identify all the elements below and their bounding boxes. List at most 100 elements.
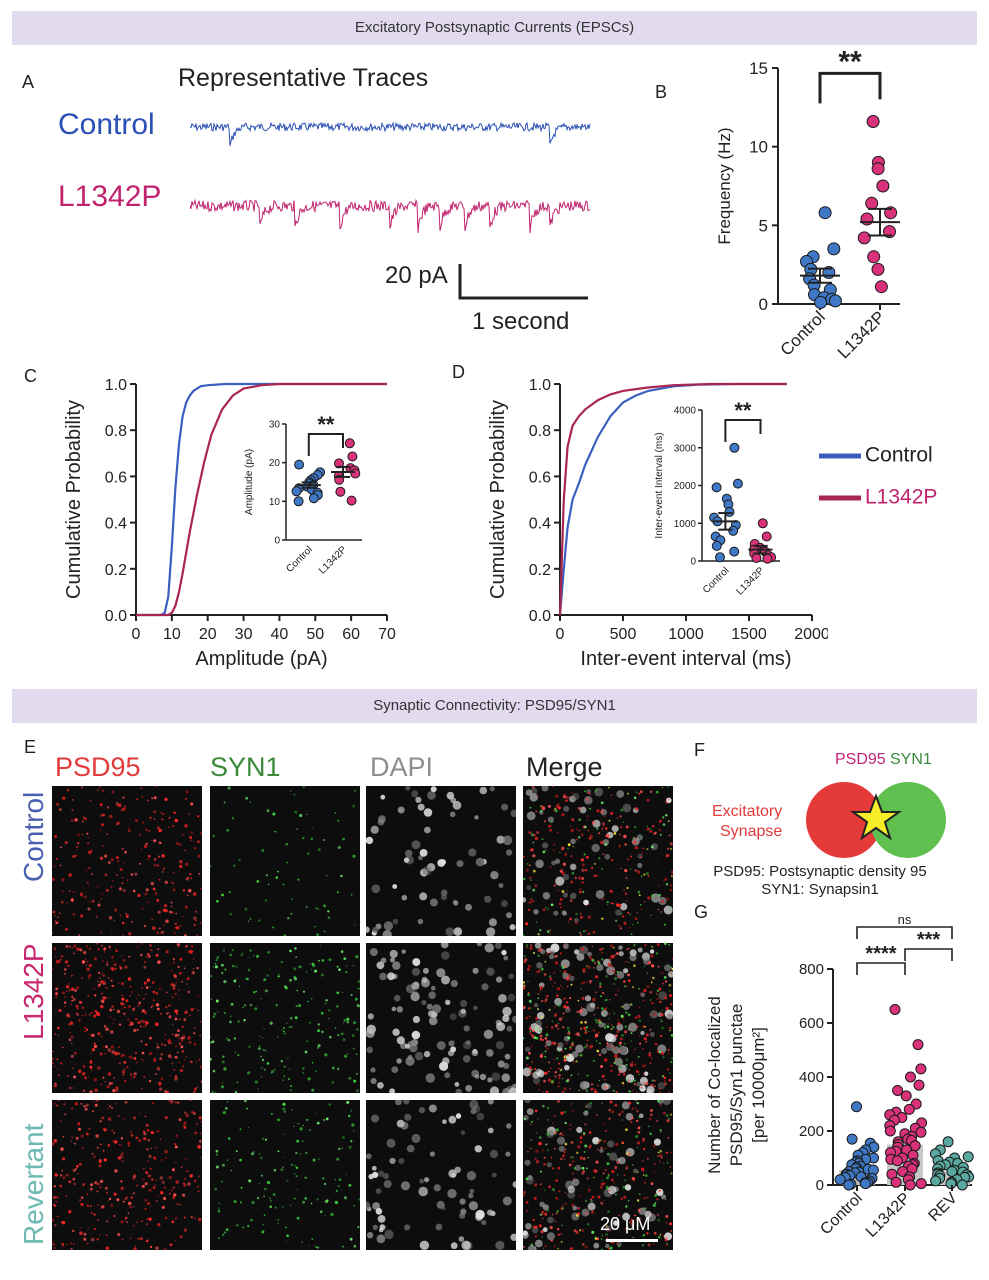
d-inset-point-control xyxy=(711,540,722,551)
g-x-tick-label: Control xyxy=(817,1190,865,1238)
g-point-l1342p xyxy=(884,1125,896,1137)
b-x-tick-label: L1342P xyxy=(834,307,889,362)
b-y-label: Frequency (Hz) xyxy=(715,127,734,244)
d-inset-point-control xyxy=(715,552,725,563)
b-point-l1342p xyxy=(876,179,890,193)
c-x-tick-label: 0 xyxy=(132,626,141,643)
d-inset-y-label: Inter-event Interval (ms) xyxy=(654,432,665,538)
d-inset-point-control xyxy=(729,546,740,557)
panel-label-c: C xyxy=(24,366,37,386)
c-inset-x-tick-label: Control xyxy=(284,544,315,575)
venn-synapse-label-2: Synapse xyxy=(720,823,782,840)
g-y-tick-label: 0 xyxy=(816,1177,824,1194)
g-sig-bracket xyxy=(904,948,953,961)
g-point-rev xyxy=(930,1175,942,1187)
c-y-tick-label: 0.4 xyxy=(105,516,127,533)
panel-label-g: G xyxy=(694,902,709,922)
b-point-l1342p xyxy=(874,280,888,294)
d-inset-point-control xyxy=(728,525,739,536)
b-sig-label: ** xyxy=(838,50,862,78)
g-point-l1342p xyxy=(892,1155,903,1167)
d-x-tick-label: 2000 xyxy=(794,626,828,643)
d-inset-point-control xyxy=(732,478,743,489)
trace-label-l1342p: L1342P xyxy=(58,180,162,213)
legend: Control L1342P xyxy=(819,444,937,509)
row-label-l1342p: L1342P xyxy=(18,943,49,1040)
g-point-control xyxy=(851,1101,862,1113)
venn-syn1-circle xyxy=(870,782,946,858)
c-inset-mean-sem-control xyxy=(296,481,321,489)
b-mean-sem-l1342p xyxy=(860,207,900,237)
c-inset-point-control xyxy=(291,486,302,497)
g-point-l1342p xyxy=(915,1178,927,1190)
b-y-tick-label: 15 xyxy=(749,59,768,78)
d-inset-y-tick-label: 2000 xyxy=(674,481,697,492)
chart-d: 0.00.20.40.60.81.00 500 1000 1500 2000Inter-… xyxy=(488,377,828,670)
d-y-tick-label: 0.6 xyxy=(529,469,551,486)
channel-merge: Merge xyxy=(526,752,603,782)
d-inset-point-l1342p xyxy=(762,553,773,564)
trace-label-control: Control xyxy=(58,108,155,141)
micrograph-control-merge xyxy=(520,784,674,937)
c-inset-y-tick-label: 10 xyxy=(269,497,281,508)
g-sig-label: **** xyxy=(865,943,896,965)
legend-label-l1342p: L1342P xyxy=(865,486,937,509)
g-point-control xyxy=(859,1178,871,1190)
b-point-l1342p xyxy=(866,115,880,128)
chart-c: 0.0 0.2 0.4 0.6 0.8 1.0 0 10 20 30 40 50 60 70 Amplitu… xyxy=(63,377,396,670)
b-mean-sem-control xyxy=(800,267,840,284)
micrograph-revertant-psd95 xyxy=(50,1098,203,1252)
legend-label-control: Control xyxy=(865,444,933,467)
c-x-tick-label: 30 xyxy=(235,626,253,643)
g-point-l1342p xyxy=(904,1179,916,1191)
g-y-tick-label: 200 xyxy=(799,1123,824,1140)
scale-bar xyxy=(458,264,588,300)
g-point-l1342p xyxy=(905,1071,916,1083)
g-point-l1342p xyxy=(903,1103,915,1115)
g-point-control xyxy=(843,1179,855,1191)
c-inset-sig-bracket xyxy=(307,433,344,456)
d-x-tick-label: 0 xyxy=(556,626,565,643)
c-x-tick-label: 60 xyxy=(342,626,360,643)
d-inset-mean-sem-control xyxy=(713,512,738,531)
row-label-revertant: Revertant xyxy=(18,1123,49,1245)
channel-dapi: DAPI xyxy=(370,752,434,782)
micrograph-control-psd95 xyxy=(51,785,203,937)
g-y-tick-label: 600 xyxy=(799,1015,824,1032)
b-point-l1342p xyxy=(857,231,871,245)
d-y-tick-label: 0.4 xyxy=(529,516,551,533)
d-line-l1342p xyxy=(558,382,787,616)
panel-label-e: E xyxy=(24,737,37,757)
c-y-label: Cumulative Probability xyxy=(63,400,85,599)
trace-l1342p xyxy=(190,198,591,234)
c-inset-point-control xyxy=(293,496,304,507)
micrograph-control-dapi xyxy=(363,785,519,940)
b-point-control xyxy=(814,295,828,309)
g-point-l1342p xyxy=(913,1079,925,1091)
b-point-l1342p xyxy=(865,196,879,210)
d-inset-point-control xyxy=(711,482,722,493)
g-point-l1342p xyxy=(915,1063,927,1075)
micrograph-revertant-merge xyxy=(521,1096,673,1254)
g-sig-bracket xyxy=(856,962,906,975)
banner-synaptic: Synaptic Connectivity: PSD95/SYN1 xyxy=(12,689,977,723)
b-sig-bracket xyxy=(818,71,882,104)
c-x-tick-label: 20 xyxy=(199,626,217,643)
traces-title: Representative Traces xyxy=(178,64,429,92)
panel-label-d: D xyxy=(452,362,465,382)
g-y-tick-label: 400 xyxy=(799,1069,824,1086)
d-y-tick-label: 0.2 xyxy=(529,562,551,579)
panel-label-b: B xyxy=(655,82,668,102)
venn-synapse-label-1: Excitatory xyxy=(712,803,782,820)
c-inset-y-tick-label: 20 xyxy=(269,458,281,469)
g-y-label-line: [per 10000μm²] xyxy=(749,1027,768,1143)
micrograph-l1342p-merge xyxy=(522,942,675,1096)
g-point-rev xyxy=(946,1166,958,1177)
micro-scale-bar xyxy=(606,1239,658,1242)
c-x-tick-label: 50 xyxy=(306,626,324,643)
d-inset-point-l1342p xyxy=(751,553,762,563)
chart-g: 0 200 400 600 800 Number of Co-localized PSD95… xyxy=(705,912,975,1241)
d-inset-y-tick-label: 0 xyxy=(690,557,696,568)
venn-psd95-circle xyxy=(806,782,882,858)
g-point-l1342p xyxy=(900,1090,912,1102)
